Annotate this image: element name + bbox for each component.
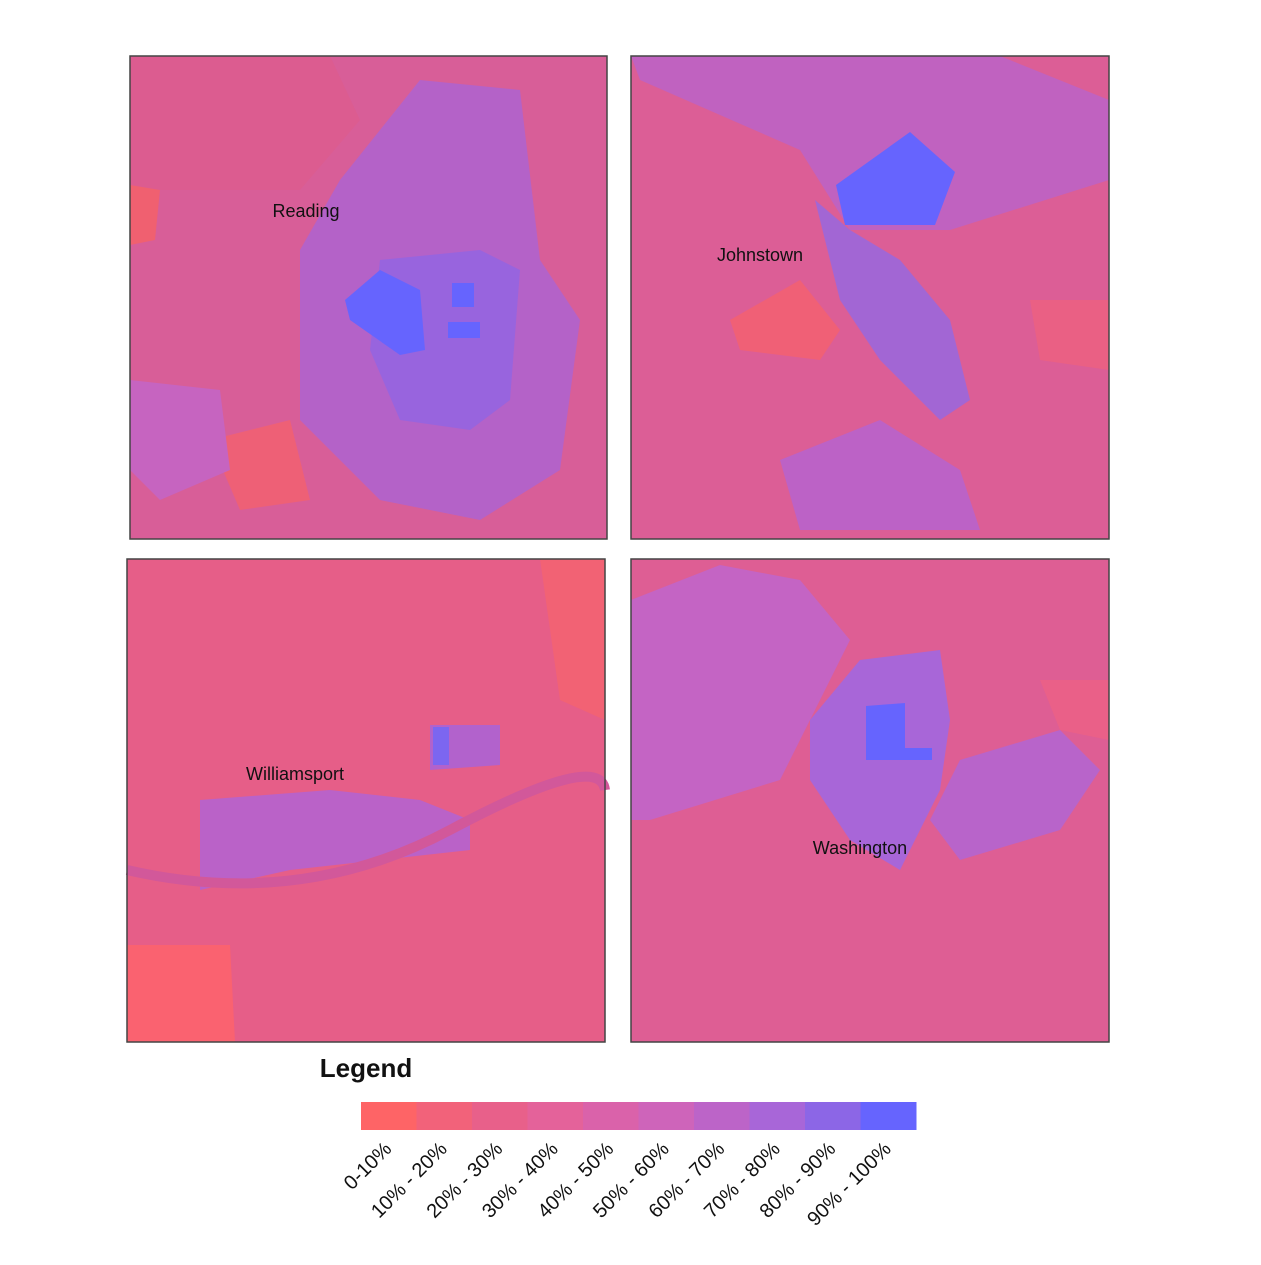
legend: 0-10%10% - 20%20% - 30%30% - 40%40% - 50… — [340, 1102, 917, 1231]
city-label: Washington — [813, 838, 907, 858]
legend-swatch — [583, 1102, 639, 1130]
map-panel — [129, 55, 608, 540]
legend-swatch — [361, 1102, 417, 1130]
map-panel — [630, 558, 1110, 1043]
legend-swatch — [416, 1102, 473, 1130]
legend-swatch — [860, 1102, 917, 1130]
city-label: Johnstown — [717, 245, 803, 265]
legend-swatch — [527, 1102, 584, 1130]
legend-swatch — [694, 1102, 750, 1130]
legend-swatch — [805, 1102, 861, 1130]
map-panel — [125, 558, 610, 1043]
city-label: Reading — [272, 201, 339, 221]
city-label: Williamsport — [246, 764, 344, 784]
legend-swatch — [638, 1102, 695, 1130]
map-panel — [630, 55, 1110, 540]
legend-swatch — [749, 1102, 806, 1130]
legend-title: Legend — [320, 1053, 412, 1083]
legend-swatch — [472, 1102, 528, 1130]
